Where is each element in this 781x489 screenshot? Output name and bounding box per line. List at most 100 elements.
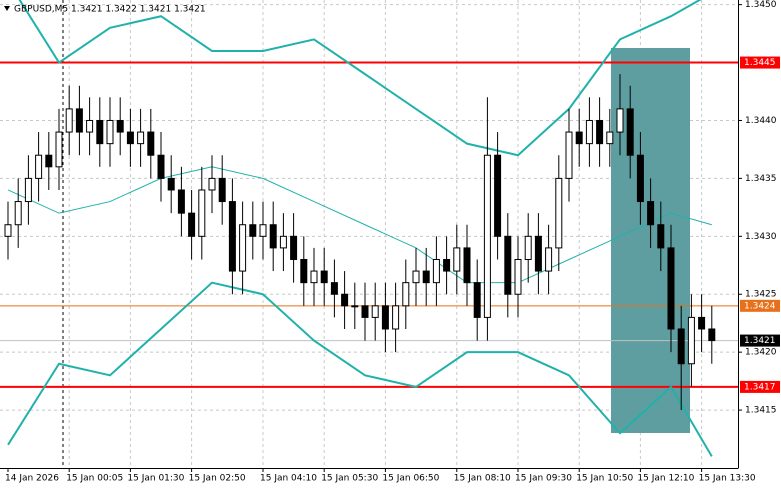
candle-body bbox=[687, 316, 695, 365]
candle-body bbox=[473, 282, 481, 318]
bollinger-band bbox=[18, 0, 702, 157]
candle-body bbox=[75, 108, 83, 133]
level-label: 1.3421 bbox=[744, 336, 776, 346]
candle-body bbox=[320, 270, 328, 284]
candle-body bbox=[351, 305, 359, 308]
level-label: 1.3417 bbox=[744, 382, 776, 392]
candle-body bbox=[218, 177, 226, 203]
candle-body bbox=[188, 212, 196, 237]
candle-body bbox=[361, 305, 369, 318]
candle-body bbox=[116, 119, 124, 133]
candle-body bbox=[290, 235, 298, 260]
x-tick-label: 15 Jan 04:10 bbox=[260, 474, 317, 484]
candle-body bbox=[55, 131, 63, 168]
candle-body bbox=[24, 177, 32, 203]
candle-body bbox=[147, 131, 155, 156]
candle-body bbox=[698, 316, 706, 330]
candle-body bbox=[259, 224, 267, 237]
x-tick-label: 15 Jan 01:30 bbox=[127, 474, 184, 484]
x-tick-label: 15 Jan 12:10 bbox=[637, 474, 694, 484]
candle-body bbox=[45, 154, 53, 168]
candle-body bbox=[330, 282, 338, 295]
candle-body bbox=[494, 154, 502, 237]
symbol-icon bbox=[4, 6, 10, 11]
candle-body bbox=[96, 119, 104, 145]
x-tick-label: 15 Jan 05:30 bbox=[321, 474, 378, 484]
y-tick-label: 1.3415 bbox=[745, 406, 777, 416]
candle-body bbox=[106, 119, 114, 145]
candle-body bbox=[65, 108, 73, 133]
candle-body bbox=[677, 328, 685, 365]
candle-body bbox=[636, 154, 644, 203]
candle-body bbox=[412, 270, 420, 284]
candle-body bbox=[157, 154, 165, 179]
candles bbox=[4, 74, 716, 411]
candle-body bbox=[575, 131, 583, 145]
candle-body bbox=[514, 258, 522, 295]
candle-body bbox=[198, 189, 206, 237]
candle-body bbox=[137, 131, 145, 145]
level-tag bbox=[740, 56, 780, 69]
candle-body bbox=[585, 119, 593, 145]
candle-body bbox=[249, 224, 257, 237]
level-tag bbox=[740, 380, 780, 393]
candle-body bbox=[626, 108, 634, 156]
levels bbox=[0, 61, 738, 388]
candle-body bbox=[381, 305, 389, 330]
candle-body bbox=[14, 201, 22, 226]
candle-body bbox=[647, 201, 655, 226]
candle-body bbox=[341, 293, 349, 307]
candle-body bbox=[667, 247, 675, 330]
candle-body bbox=[483, 154, 491, 318]
candle-body bbox=[310, 270, 318, 284]
level-tag bbox=[740, 334, 780, 347]
candle-body bbox=[228, 201, 236, 272]
candle-body bbox=[453, 247, 461, 272]
candle-body bbox=[606, 131, 614, 145]
candle-body bbox=[371, 305, 379, 318]
bands bbox=[7, 0, 713, 457]
candle-body bbox=[269, 224, 277, 249]
level-label: 1.3424 bbox=[744, 301, 776, 311]
candle-body bbox=[300, 258, 308, 284]
candle-body bbox=[392, 305, 400, 330]
candle-body bbox=[463, 247, 471, 284]
candle-body bbox=[177, 189, 185, 214]
y-tick-label: 1.3450 bbox=[745, 0, 777, 10]
candle-body bbox=[402, 282, 410, 307]
level-label: 1.3445 bbox=[744, 58, 776, 68]
candle-body bbox=[565, 131, 573, 179]
bollinger-band bbox=[7, 281, 713, 457]
y-tick-label: 1.3435 bbox=[745, 174, 777, 184]
y-tick-label: 1.3425 bbox=[745, 290, 777, 300]
candle-body bbox=[596, 119, 604, 145]
candle-body bbox=[35, 154, 43, 179]
x-tick-label: 15 Jan 00:05 bbox=[66, 474, 123, 484]
y-tick-label: 1.3440 bbox=[745, 116, 777, 126]
candle-body bbox=[657, 224, 665, 249]
x-tick-label: 15 Jan 13:30 bbox=[699, 474, 756, 484]
candle-body bbox=[432, 258, 440, 284]
candle-body bbox=[167, 177, 175, 191]
x-tick-label: 15 Jan 08:10 bbox=[454, 474, 511, 484]
x-tick-label: 15 Jan 10:50 bbox=[576, 474, 633, 484]
candle-body bbox=[708, 328, 716, 342]
y-tick-label: 1.3430 bbox=[745, 232, 777, 242]
level-tag bbox=[740, 299, 780, 312]
x-tick-label: 15 Jan 09:30 bbox=[515, 474, 572, 484]
candle-body bbox=[524, 235, 532, 260]
candle-body bbox=[616, 108, 624, 133]
x-tick-label: 15 Jan 06:50 bbox=[382, 474, 439, 484]
candle-body bbox=[279, 235, 287, 249]
candle-body bbox=[126, 131, 134, 145]
candle-body bbox=[504, 235, 512, 295]
candle-body bbox=[208, 177, 216, 191]
candle-body bbox=[534, 235, 542, 272]
candle-body bbox=[422, 270, 430, 284]
candle-body bbox=[545, 247, 553, 272]
candle-body bbox=[443, 258, 451, 272]
candle-body bbox=[239, 224, 247, 272]
candle-body bbox=[4, 224, 12, 237]
candle-body bbox=[86, 119, 94, 133]
candle-body bbox=[555, 177, 563, 249]
